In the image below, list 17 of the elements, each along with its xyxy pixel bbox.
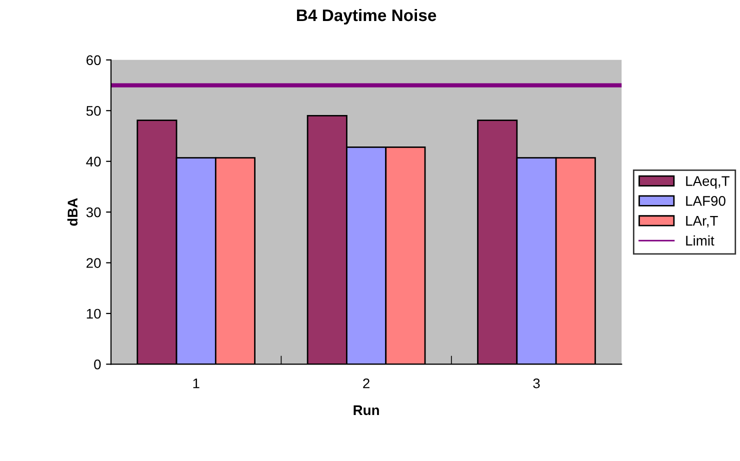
y-tick-label: 0 [94, 360, 101, 370]
legend-label: LAr,T [686, 216, 718, 228]
legend-label: LAeq,T [686, 176, 730, 189]
y-tick-label: 20 [86, 258, 101, 268]
y-tick-label: 10 [86, 308, 101, 319]
y-axis-title: dBA [67, 198, 78, 226]
x-tick-label: 3 [533, 378, 540, 388]
y-tick-label: 60 [86, 55, 101, 66]
x-axis-title: Run [354, 405, 379, 416]
y-tick-label: 50 [86, 106, 101, 116]
x-tick-label: 1 [193, 378, 200, 388]
legend-label: LAF90 [686, 196, 726, 206]
y-tick-label: 40 [86, 156, 101, 167]
y-tick-label: 30 [86, 207, 101, 218]
chart-title: B4 Daytime Noise [297, 8, 436, 24]
legend-label: Limit [686, 235, 714, 246]
x-tick-label: 2 [363, 378, 370, 388]
